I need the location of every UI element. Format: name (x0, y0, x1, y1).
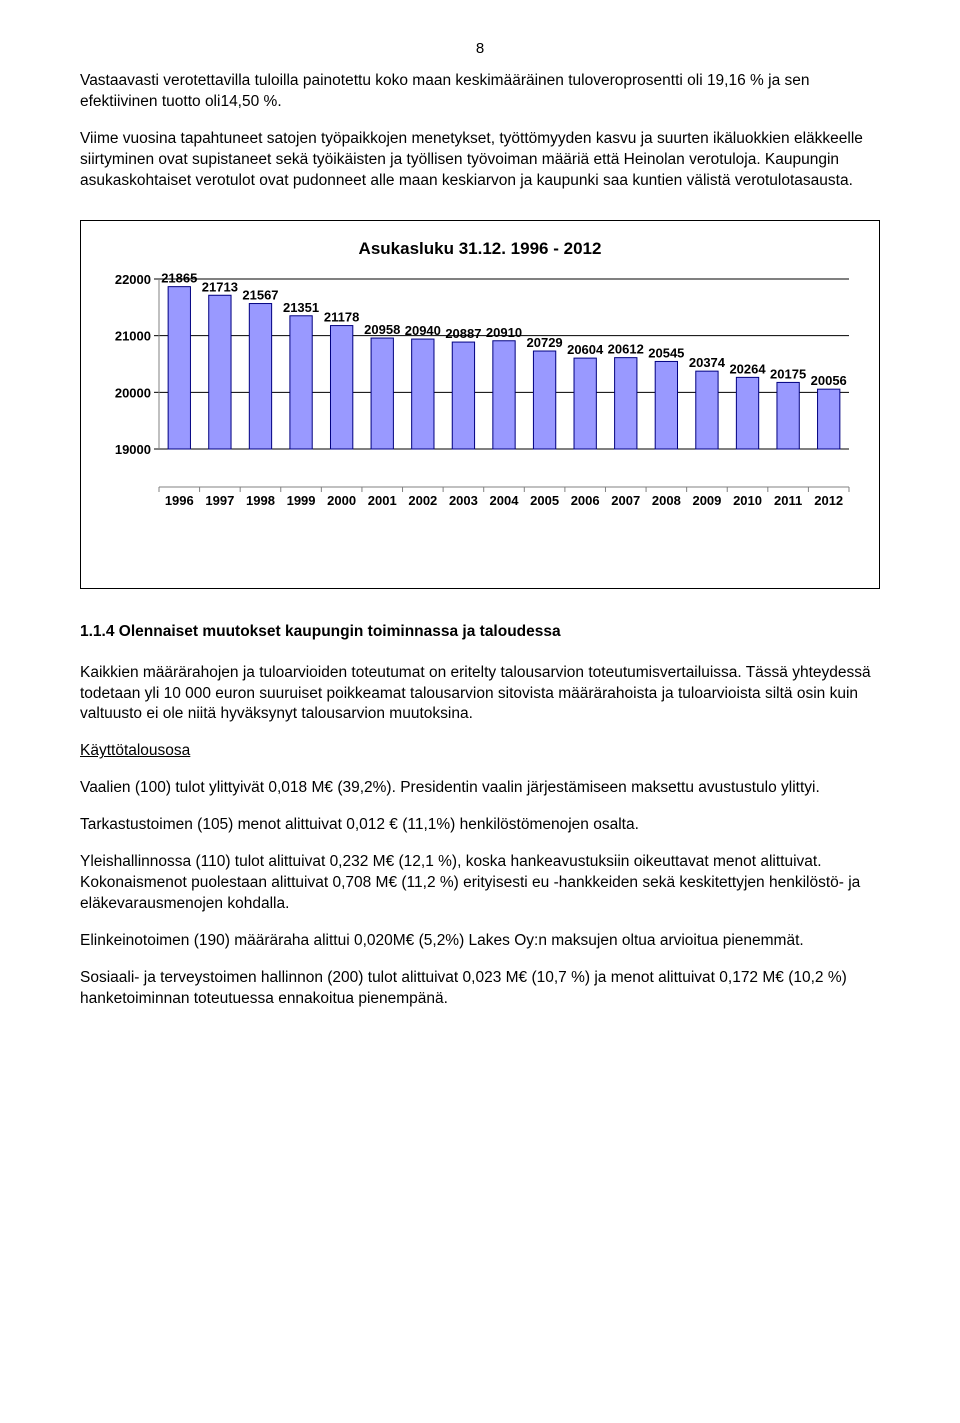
body-paragraph: Viime vuosina tapahtuneet satojen työpai… (80, 129, 880, 192)
svg-text:2008: 2008 (652, 493, 681, 508)
svg-text:2006: 2006 (571, 493, 600, 508)
svg-text:21567: 21567 (242, 287, 278, 302)
svg-text:21713: 21713 (202, 279, 238, 294)
population-chart: Asukasluku 31.12. 1996 - 2012 19000 20000… (80, 220, 880, 589)
body-paragraph: Elinkeinotoimen (190) määräraha alittui … (80, 931, 880, 952)
bar-chart-svg: 19000 20000 21000 22000 21865 21713 21567 21351… (103, 271, 859, 571)
svg-text:21865: 21865 (161, 271, 197, 286)
svg-text:19000: 19000 (115, 442, 151, 457)
svg-text:20264: 20264 (729, 361, 766, 376)
svg-text:20604: 20604 (567, 342, 604, 357)
svg-text:21178: 21178 (324, 309, 359, 324)
section-heading: 1.1.4 Olennaiset muutokset kaupungin toi… (80, 623, 880, 641)
svg-text:20175: 20175 (770, 366, 806, 381)
svg-text:2005: 2005 (530, 493, 559, 508)
body-paragraph: Vastaavasti verotettavilla tuloilla pain… (80, 71, 880, 113)
chart-title: Asukasluku 31.12. 1996 - 2012 (103, 239, 857, 259)
svg-text:21000: 21000 (115, 328, 151, 343)
svg-text:20000: 20000 (115, 385, 151, 400)
svg-text:1999: 1999 (287, 493, 316, 508)
svg-text:21351: 21351 (283, 299, 319, 314)
svg-text:20887: 20887 (445, 326, 481, 341)
body-paragraph: Sosiaali- ja terveystoimen hallinnon (20… (80, 968, 880, 1010)
svg-text:2004: 2004 (490, 493, 520, 508)
subheading: Käyttötalousosa (80, 741, 880, 762)
svg-text:20958: 20958 (364, 322, 400, 337)
svg-text:2011: 2011 (774, 493, 802, 508)
body-paragraph: Yleishallinnossa (110) tulot alittuivat … (80, 852, 880, 915)
svg-text:2001: 2001 (368, 493, 397, 508)
body-paragraph: Kaikkien määrärahojen ja tuloarvioiden t… (80, 663, 880, 726)
svg-text:20910: 20910 (486, 324, 522, 339)
svg-text:1996: 1996 (165, 493, 194, 508)
body-paragraph: Vaalien (100) tulot ylittyivät 0,018 M€ … (80, 778, 880, 799)
svg-text:20056: 20056 (811, 373, 847, 388)
page-number: 8 (80, 40, 880, 57)
svg-text:22000: 22000 (115, 272, 151, 287)
svg-text:2010: 2010 (733, 493, 762, 508)
svg-text:2003: 2003 (449, 493, 478, 508)
svg-text:2000: 2000 (327, 493, 356, 508)
svg-text:20940: 20940 (405, 323, 441, 338)
svg-text:20545: 20545 (648, 345, 684, 360)
svg-text:2012: 2012 (814, 493, 843, 508)
svg-text:20374: 20374 (689, 355, 726, 370)
svg-text:2009: 2009 (692, 493, 721, 508)
svg-text:2002: 2002 (408, 493, 437, 508)
svg-text:1997: 1997 (205, 493, 234, 508)
svg-text:20612: 20612 (608, 341, 644, 356)
svg-text:2007: 2007 (611, 493, 640, 508)
svg-text:20729: 20729 (527, 335, 563, 350)
body-paragraph: Tarkastustoimen (105) menot alittuivat 0… (80, 815, 880, 836)
svg-text:1998: 1998 (246, 493, 275, 508)
